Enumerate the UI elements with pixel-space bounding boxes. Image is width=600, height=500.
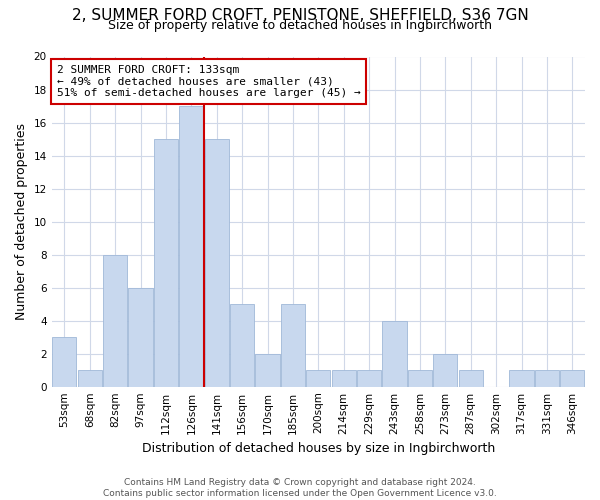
Bar	[408, 370, 432, 386]
Bar	[179, 106, 203, 386]
Bar	[281, 304, 305, 386]
Bar	[458, 370, 483, 386]
Bar	[205, 139, 229, 386]
Text: 2 SUMMER FORD CROFT: 133sqm
← 49% of detached houses are smaller (43)
51% of sem: 2 SUMMER FORD CROFT: 133sqm ← 49% of det…	[57, 65, 361, 98]
X-axis label: Distribution of detached houses by size in Ingbirchworth: Distribution of detached houses by size …	[142, 442, 495, 455]
Bar	[77, 370, 102, 386]
Text: Contains HM Land Registry data © Crown copyright and database right 2024.
Contai: Contains HM Land Registry data © Crown c…	[103, 478, 497, 498]
Text: Size of property relative to detached houses in Ingbirchworth: Size of property relative to detached ho…	[108, 19, 492, 32]
Bar	[52, 337, 76, 386]
Bar	[382, 320, 407, 386]
Bar	[103, 254, 127, 386]
Text: 2, SUMMER FORD CROFT, PENISTONE, SHEFFIELD, S36 7GN: 2, SUMMER FORD CROFT, PENISTONE, SHEFFIE…	[71, 8, 529, 22]
Bar	[306, 370, 331, 386]
Bar	[509, 370, 533, 386]
Bar	[433, 354, 457, 386]
Bar	[357, 370, 381, 386]
Y-axis label: Number of detached properties: Number of detached properties	[15, 123, 28, 320]
Bar	[230, 304, 254, 386]
Bar	[332, 370, 356, 386]
Bar	[535, 370, 559, 386]
Bar	[256, 354, 280, 386]
Bar	[560, 370, 584, 386]
Bar	[154, 139, 178, 386]
Bar	[128, 288, 152, 386]
